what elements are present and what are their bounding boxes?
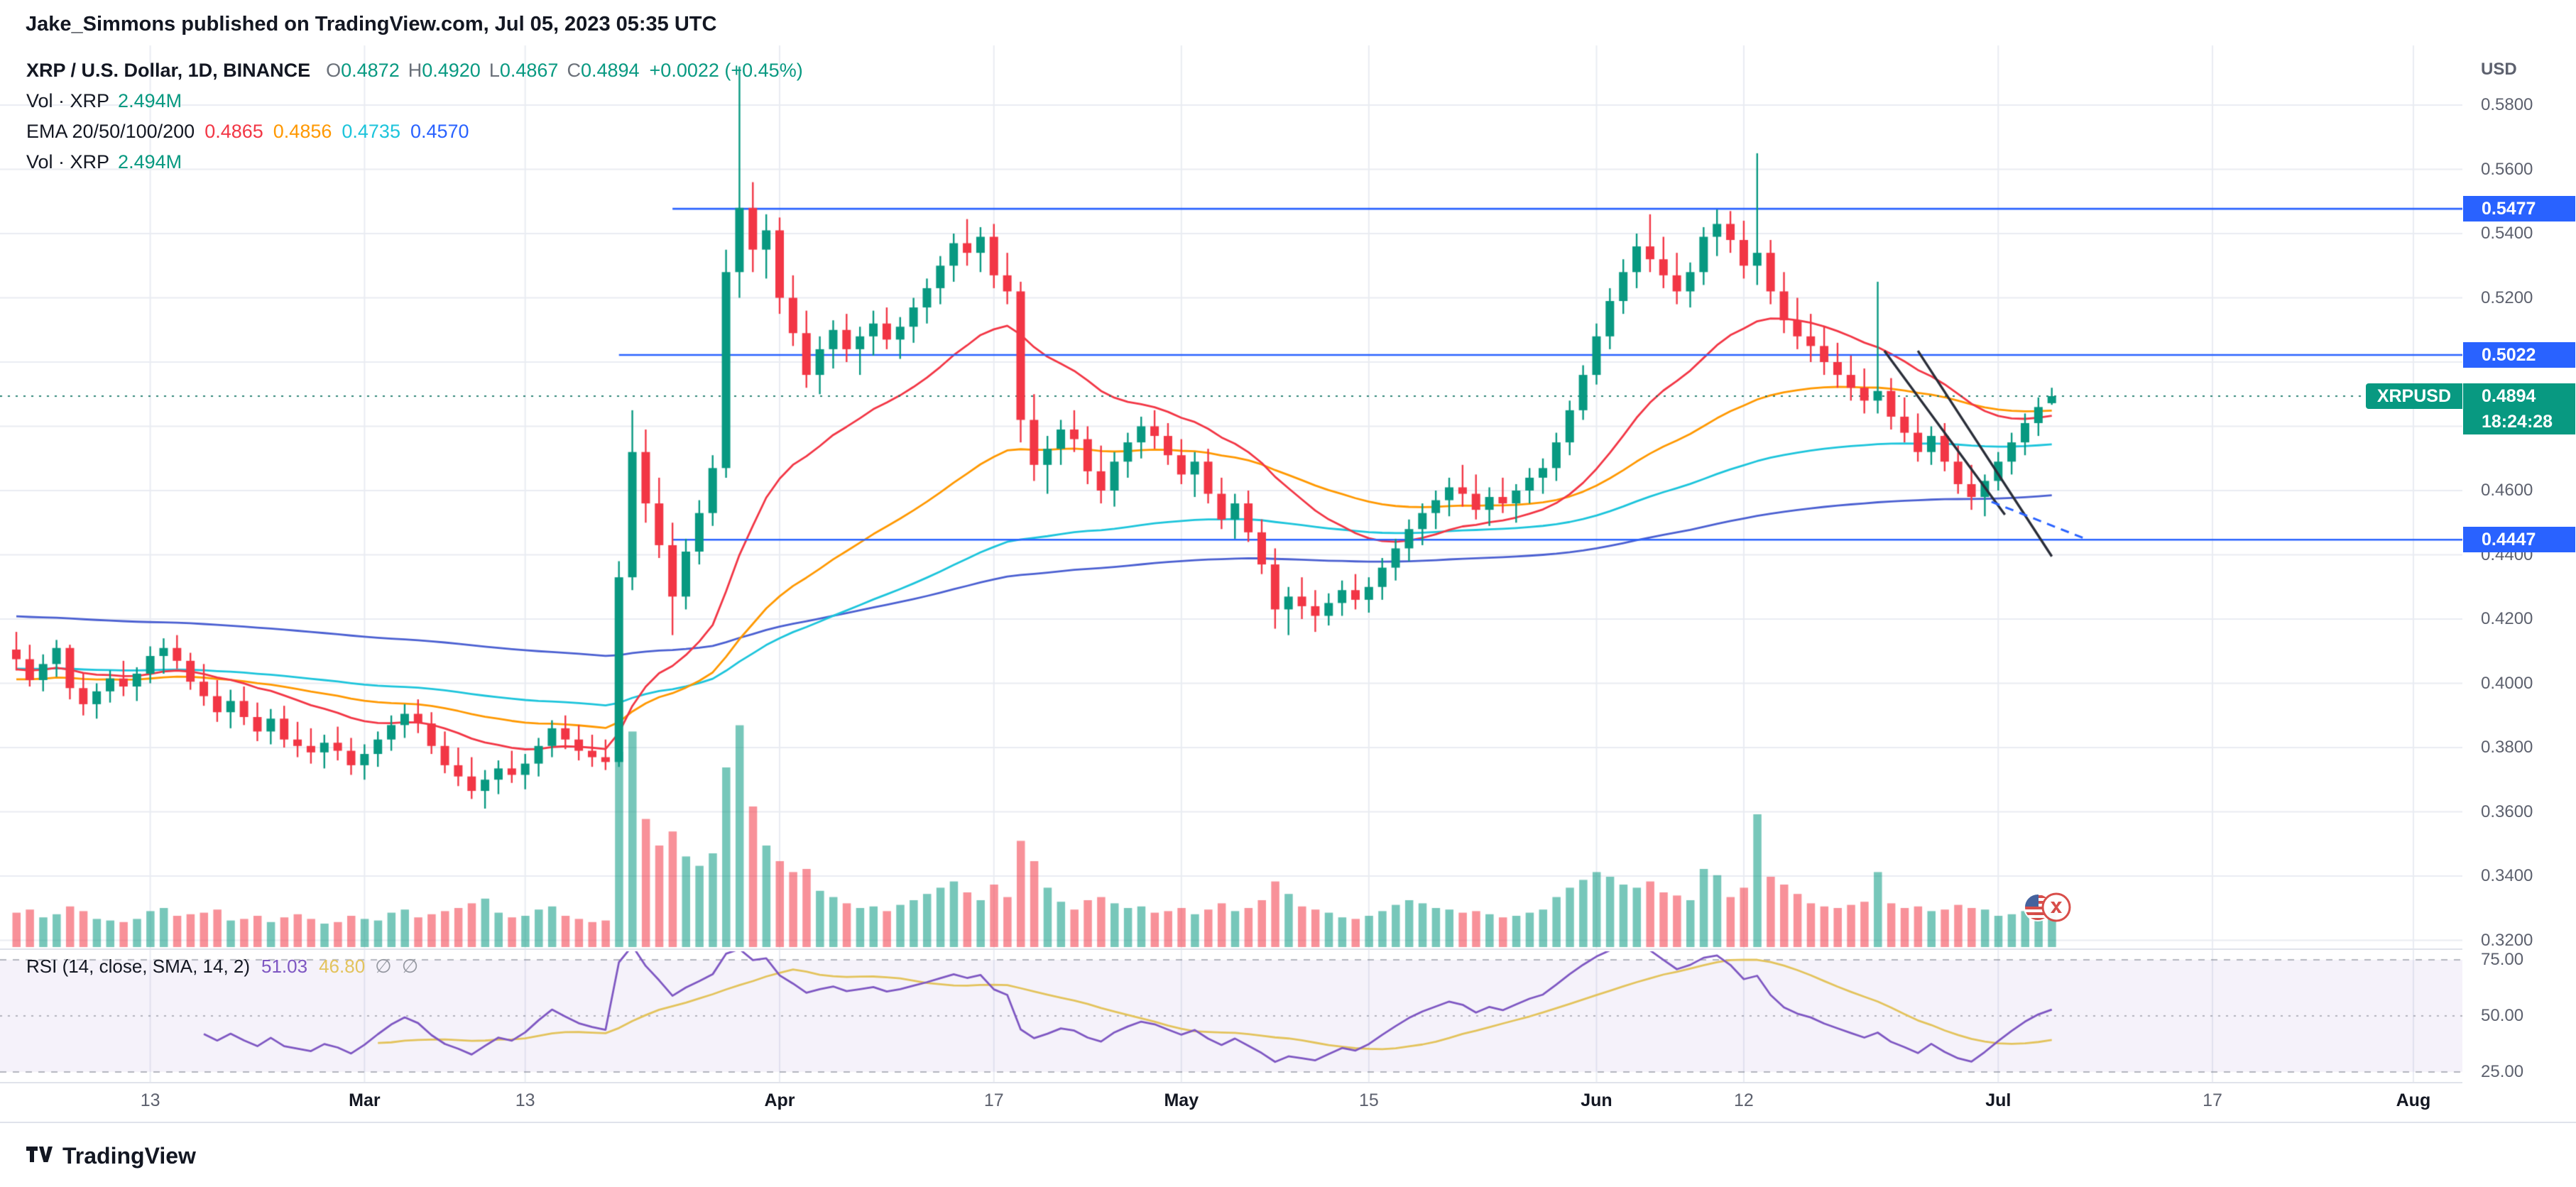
pane-separator-rsi-timescale[interactable]	[0, 1082, 2462, 1083]
price-tick: 0.5800	[2481, 95, 2533, 114]
ema200-value: 0.4570	[410, 121, 469, 142]
price-line-badge: 0.5477	[2463, 196, 2575, 222]
price-tick: 0.4200	[2481, 609, 2533, 628]
rsi-ma-value: 46.80	[319, 956, 366, 977]
volume-value-2: 2.494M	[118, 151, 182, 173]
change-value: +0.0022 (+0.45%)	[649, 60, 803, 81]
price-tick: 0.3200	[2481, 930, 2533, 950]
price-line-badge: 0.5022	[2463, 342, 2575, 368]
legend-row-volume: Vol · XRP 2.494M	[26, 86, 803, 116]
time-tick: Aug	[2396, 1090, 2431, 1110]
close-label: C	[567, 60, 581, 81]
pane-separator-main-rsi[interactable]	[0, 948, 2462, 950]
ema-label[interactable]: EMA 20/50/100/200	[26, 121, 195, 142]
volume-value: 2.494M	[118, 90, 182, 111]
low-label: L	[489, 60, 500, 81]
high-label: H	[408, 60, 422, 81]
ema50-value: 0.4856	[273, 121, 332, 142]
price-tick: 0.4000	[2481, 673, 2533, 693]
time-tick: 13	[515, 1090, 535, 1110]
time-tick: Apr	[764, 1090, 795, 1110]
rsi-label[interactable]: RSI (14, close, SMA, 14, 2)	[26, 956, 251, 977]
close-value: 0.4894	[580, 60, 640, 81]
time-tick: Jun	[1581, 1090, 1612, 1110]
timescale-bottom-border	[0, 1122, 2576, 1123]
rsi-tick: 25.00	[2481, 1062, 2524, 1081]
legend-row-ema: EMA 20/50/100/200 0.4865 0.4856 0.4735 0.457…	[26, 116, 803, 147]
price-line-badge: 0.4447	[2463, 527, 2575, 553]
time-tick: 17	[2203, 1090, 2222, 1110]
countdown-badge: 18:24:28	[2463, 408, 2575, 434]
attribution-text: Jake_Simmons published on TradingView.co…	[26, 13, 717, 35]
last-price-badge: 0.4894	[2463, 383, 2575, 409]
low-value: 0.4867	[499, 60, 559, 81]
price-scale-currency: USD	[2481, 60, 2517, 79]
price-tick: 0.4600	[2481, 481, 2533, 500]
tradingview-footer-link[interactable]: TradingView	[26, 1143, 196, 1169]
tradingview-logo-icon	[26, 1143, 53, 1169]
price-tick: 0.3600	[2481, 802, 2533, 821]
time-scale[interactable]: 13 Mar 13 Apr 17 May 15 Jun 12 Jul 17 Aug	[0, 1083, 2462, 1122]
price-tick: 0.5400	[2481, 224, 2533, 243]
time-tick: 13	[140, 1090, 160, 1110]
time-tick: 15	[1358, 1090, 1379, 1110]
symbol-title[interactable]: XRP / U.S. Dollar, 1D, BINANCE	[26, 60, 311, 81]
usd-flag-and-xrp-icon	[2024, 892, 2071, 922]
rsi-value: 51.03	[261, 956, 308, 977]
ema100-value: 0.4735	[342, 121, 400, 142]
tradingview-wordmark: TradingView	[62, 1143, 196, 1169]
price-tick: 0.5600	[2481, 159, 2533, 179]
legend-row-volume-2: Vol · XRP 2.494M	[26, 147, 803, 177]
symbol-badge: XRPUSD	[2365, 383, 2462, 409]
legend-row-symbol: XRP / U.S. Dollar, 1D, BINANCE O0.4872 H0.…	[26, 55, 803, 86]
volume-label[interactable]: Vol · XRP	[26, 90, 110, 111]
price-tick: 0.3400	[2481, 866, 2533, 885]
open-label: O	[326, 60, 342, 81]
volume-label-2[interactable]: Vol · XRP	[26, 151, 110, 173]
ema20-value: 0.4865	[204, 121, 263, 142]
price-tick: 0.3800	[2481, 738, 2533, 757]
open-value: 0.4872	[341, 60, 400, 81]
time-tick: Mar	[349, 1090, 381, 1110]
rsi-tick: 50.00	[2481, 1006, 2524, 1025]
price-scale[interactable]: USD 0.58000.56000.54000.52000.50000.4800…	[2462, 0, 2576, 1122]
price-tick: 0.5200	[2481, 288, 2533, 307]
rsi-tick: 75.00	[2481, 950, 2524, 969]
main-legend: XRP / U.S. Dollar, 1D, BINANCE O0.4872 H0.…	[26, 55, 803, 177]
time-tick: 12	[1734, 1090, 1754, 1110]
rsi-legend: RSI (14, close, SMA, 14, 2) 51.03 46.80 ∅ ∅	[26, 956, 418, 978]
high-value: 0.4920	[422, 60, 481, 81]
time-tick: Jul	[1985, 1090, 2012, 1110]
symbol-logos-watermark	[2022, 892, 2072, 926]
hidden-indicator-icon[interactable]: ∅	[401, 956, 419, 977]
hidden-indicator-icon[interactable]: ∅	[375, 956, 392, 977]
time-tick: May	[1164, 1090, 1199, 1110]
time-tick: 17	[983, 1090, 1004, 1110]
